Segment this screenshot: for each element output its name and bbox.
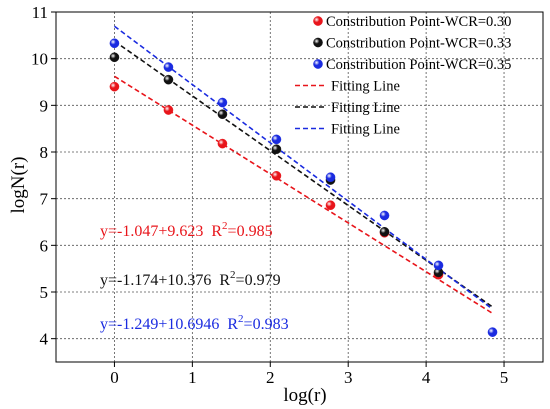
- y-tick-label: 4: [40, 330, 49, 349]
- data-point-series-2: [271, 144, 282, 154]
- data-point-series-3: [109, 38, 120, 49]
- y-tick-label: 10: [31, 50, 48, 69]
- x-tick-label: 1: [188, 368, 197, 387]
- fit-equation-r2-label: R: [219, 272, 230, 289]
- x-tick-label: 3: [344, 368, 353, 387]
- y-axis-label: logN(r): [8, 157, 29, 214]
- x-tick-label: 5: [500, 368, 509, 387]
- data-point-series-3: [271, 134, 282, 145]
- legend-label: Constribution Point-WCR=0.33: [326, 36, 511, 52]
- plot-frame: [55, 11, 544, 363]
- fit-equation-r2-label: R: [211, 223, 222, 240]
- x-axis-ticks: 0 1 2 3 4 5: [110, 362, 508, 387]
- data-point-series-2: [217, 109, 228, 119]
- fit-equation-r2-sup: 2: [230, 269, 236, 281]
- y-tick-label: 6: [40, 236, 49, 255]
- data-point-series-3: [217, 97, 228, 108]
- data-point-series-3: [163, 62, 174, 72]
- x-axis-label: log(r): [283, 385, 326, 406]
- fit-equation-r2-value: =0.979: [236, 272, 281, 289]
- x-tick-label: 0: [110, 368, 119, 387]
- fit-equation-formula: y=-1.174+10.376: [100, 272, 211, 289]
- data-point-series-3: [379, 210, 390, 221]
- fit-equation-r2-value: =0.983: [244, 316, 289, 333]
- legend-label: Fitting Line: [331, 100, 400, 116]
- y-tick-label: 8: [40, 143, 49, 162]
- data-point-series-3: [433, 260, 444, 271]
- data-point-series-2: [163, 74, 174, 85]
- fit-equation-formula: y=-1.047+9.623: [100, 223, 203, 240]
- x-tick-label: 4: [422, 368, 431, 387]
- data-point-series-1: [271, 170, 282, 181]
- y-axis-ticks: 4 5 6 7 8 9 10 11: [31, 3, 56, 349]
- fit-equation-formula: y=-1.249+10.6946: [100, 316, 219, 333]
- legend-label: Fitting Line: [331, 122, 400, 138]
- data-points: [109, 38, 498, 337]
- legend-label: Fitting Line: [331, 79, 400, 95]
- data-point-series-1: [109, 81, 120, 92]
- data-point-series-1: [163, 105, 174, 115]
- y-tick-label: 9: [40, 96, 49, 115]
- data-point-series-2: [109, 52, 120, 63]
- fit-equation-r2-sup: 2: [222, 220, 228, 232]
- data-point-series-1: [325, 200, 336, 210]
- data-point-series-2: [379, 226, 390, 237]
- legend-label: Constribution Point-WCR=0.30: [326, 14, 511, 30]
- legend-marker: [313, 59, 323, 69]
- y-tick-label: 5: [40, 283, 49, 302]
- data-point-series-3: [325, 172, 336, 182]
- fit-line-3: [113, 25, 493, 310]
- fit-equation-r2-value: =0.985: [228, 223, 273, 240]
- fit-equation-2: y=-1.174+10.376 R2=0.979: [100, 269, 281, 289]
- fit-equation-3: y=-1.249+10.6946 R2=0.983: [100, 313, 289, 333]
- y-tick-label: 7: [40, 190, 49, 209]
- data-point-series-1: [217, 138, 228, 149]
- y-tick-label: 11: [32, 3, 48, 22]
- fit-lines: [113, 25, 493, 314]
- legend-marker: [313, 37, 323, 48]
- fit-line-1: [114, 75, 493, 314]
- x-tick-label: 2: [266, 368, 275, 387]
- fit-equation-1: y=-1.047+9.623 R2=0.985: [100, 220, 273, 240]
- fit-equation-r2-label: R: [227, 316, 238, 333]
- legend: Constribution Point-WCR=0.30 Constributio…: [295, 14, 511, 138]
- legend-marker: [313, 16, 323, 26]
- legend-label: Constribution Point-WCR=0.35: [326, 57, 511, 73]
- data-point-series-3: [487, 327, 498, 337]
- fit-equation-r2-sup: 2: [238, 313, 244, 325]
